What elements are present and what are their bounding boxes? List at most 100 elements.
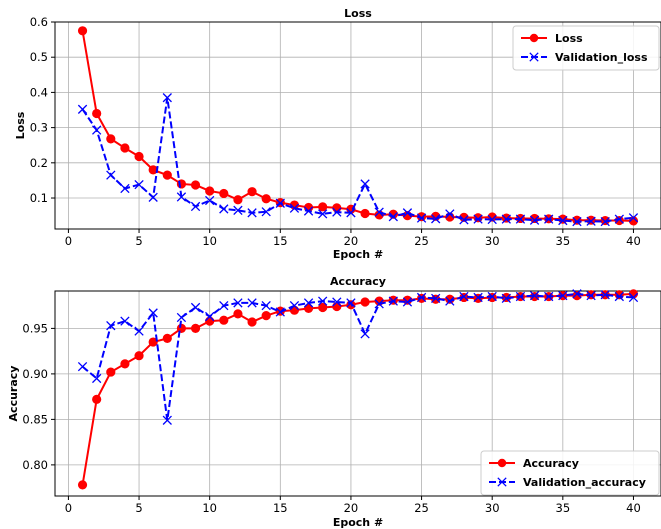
data-point [303, 303, 314, 313]
data-point [332, 203, 342, 213]
x-tick-label: 15 [273, 234, 288, 248]
legend-label: Accuracy [523, 457, 579, 470]
series-line [81, 30, 634, 222]
data-point [572, 291, 582, 301]
data-point [162, 333, 172, 344]
data-point [247, 187, 257, 197]
chart-accuracy: 0 5 10 15 20 25 30 35 40 0.80 0.85 0.90 0.95 Accuracy… [7, 275, 661, 529]
data-point [318, 202, 328, 212]
data-point [261, 300, 271, 311]
data-point [275, 198, 285, 208]
data-point [332, 301, 342, 312]
data-point [219, 300, 229, 311]
legend-marker [497, 458, 507, 468]
y-tick-label: 0.2 [30, 156, 48, 170]
y-tick-label: 0.3 [30, 121, 48, 135]
data-point [176, 312, 187, 323]
data-point [360, 179, 370, 189]
data-point [572, 215, 582, 225]
data-point [388, 296, 398, 306]
data-point [120, 359, 130, 369]
data-point [303, 298, 314, 308]
x-tick-label: 40 [626, 234, 641, 248]
data-point [445, 296, 455, 306]
data-point [106, 367, 116, 377]
data-point [77, 26, 88, 36]
data-point [247, 208, 257, 218]
data-point [445, 209, 455, 219]
x-tick-label: 5 [135, 501, 142, 515]
data-point [289, 203, 300, 213]
data-point [346, 298, 356, 308]
y-tick-label: 0.80 [22, 458, 48, 472]
x-tick-label: 40 [626, 501, 641, 515]
x-tick-label: 25 [414, 501, 429, 515]
chart-loss: 0 5 10 15 20 25 30 35 40 0.1 0.2 0.3 0.4 0.5 0.6 Loss Ep… [14, 7, 661, 261]
data-point [473, 214, 483, 224]
data-point [544, 291, 554, 302]
data-point [586, 215, 596, 225]
legend: Loss Validation_loss [512, 25, 660, 71]
data-point [431, 214, 441, 224]
data-point [332, 207, 342, 217]
data-point [247, 317, 257, 327]
data-point [318, 296, 328, 306]
data-point [233, 195, 243, 205]
data-point [628, 292, 639, 303]
data-point [473, 292, 483, 303]
legend-label: Loss [555, 32, 583, 45]
data-point [572, 216, 582, 227]
data-point [247, 298, 257, 308]
legend-marker [529, 52, 539, 62]
series-line [81, 97, 634, 223]
axes-frame [54, 21, 661, 230]
data-point [162, 170, 172, 180]
data-point [134, 151, 144, 162]
data-point [176, 323, 187, 333]
x-tick-label: 20 [344, 234, 359, 248]
x-tick-label: 30 [485, 234, 500, 248]
legend-label: Validation_accuracy [523, 476, 646, 489]
data-point [134, 326, 144, 336]
data-point [544, 214, 554, 224]
data-point [628, 213, 639, 223]
data-point [106, 321, 116, 331]
data-point [261, 194, 271, 204]
x-tick-label: 0 [65, 501, 72, 515]
x-tick-label: 35 [556, 501, 571, 515]
data-point [162, 415, 172, 425]
data-point [275, 307, 285, 317]
data-point [529, 213, 540, 224]
data-point [106, 170, 116, 180]
x-tick-label: 20 [344, 501, 359, 515]
data-point [92, 108, 102, 119]
data-point [120, 183, 130, 194]
data-point [431, 293, 441, 304]
data-point [501, 214, 511, 224]
y-tick-label: 0.6 [30, 15, 48, 29]
data-point [572, 289, 582, 299]
data-point [558, 215, 568, 226]
legend-marker [497, 477, 507, 487]
data-point [162, 93, 172, 103]
data-point [501, 213, 511, 223]
data-point [134, 179, 144, 190]
x-tick-label: 0 [65, 234, 72, 248]
data-point [303, 206, 314, 216]
data-point [374, 207, 384, 217]
legend-marker [529, 33, 539, 43]
data-point [558, 214, 568, 224]
data-point [261, 311, 271, 321]
data-point [120, 143, 130, 153]
data-point [134, 351, 144, 361]
data-point [614, 291, 624, 302]
data-point [416, 213, 427, 223]
data-point [529, 215, 540, 225]
x-tick-label: 30 [485, 501, 500, 515]
data-point [487, 214, 497, 225]
data-point [190, 302, 201, 313]
data-point [148, 308, 158, 318]
data-point [106, 134, 116, 144]
chart-title: Loss [344, 7, 372, 20]
